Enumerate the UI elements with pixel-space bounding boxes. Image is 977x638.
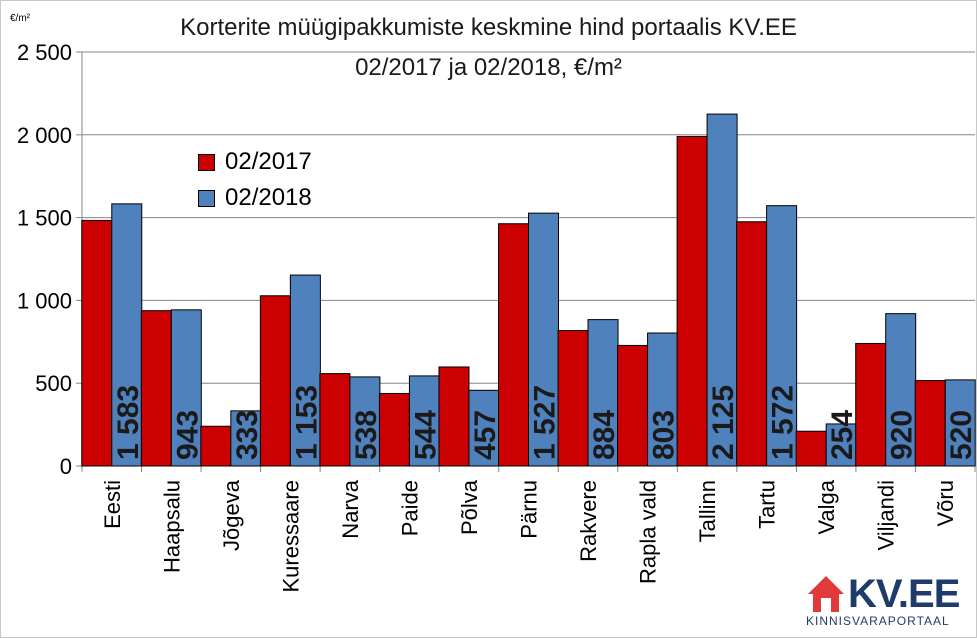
data-label-2018-valga: 254 — [826, 410, 859, 460]
chart-title-line-1: Korterite müügipakkumiste keskmine hind … — [180, 14, 797, 41]
data-label-2018-kuressaare: 1 153 — [290, 385, 323, 460]
legend-label-2018: 02/2018 — [225, 184, 312, 211]
y-tick-label: 0 — [60, 454, 72, 479]
bar-2017-viljandi — [855, 342, 887, 467]
bar-2017-tallinn — [676, 135, 708, 467]
bar-2017-haapsalu — [140, 310, 172, 467]
y-axis-unit-label: €/m² — [10, 13, 30, 24]
bar-2018-rapla-vald — [647, 332, 679, 467]
data-label-2018-viljandi: 920 — [886, 410, 919, 460]
bar-2018-rakvere — [587, 319, 619, 467]
y-tick-label: 1 500 — [17, 206, 72, 231]
bar-2018-võru — [944, 379, 976, 467]
data-label-2018-jõgeva: 333 — [231, 410, 264, 460]
bar-2017-paide — [378, 392, 410, 467]
bar-2018-paide — [408, 375, 440, 467]
x-category-label-pärnu: Pärnu — [517, 480, 542, 539]
y-tick-label: 1 000 — [17, 288, 72, 313]
data-label-2018-haapsalu: 943 — [171, 410, 204, 460]
legend-swatch-2018 — [198, 189, 215, 207]
bar-2018-viljandi — [885, 313, 917, 467]
x-category-label-tartu: Tartu — [755, 480, 780, 529]
bar-2018-pärnu — [528, 212, 559, 467]
bar-2017-eesti — [81, 219, 113, 467]
bar-2017-pärnu — [498, 223, 529, 467]
bar-2018-tartu — [766, 205, 798, 467]
data-label-2018-põlva: 457 — [469, 410, 502, 460]
bar-2017-rapla-vald — [617, 344, 649, 467]
bar-2017-põlva — [438, 366, 470, 467]
x-category-label-kuressaare: Kuressaare — [278, 480, 303, 593]
y-tick-label: 2 500 — [17, 40, 72, 65]
bar-2018-jõgeva — [230, 410, 262, 467]
chart-title-line-2: 02/2017 ja 02/2018, €/m² — [355, 54, 622, 81]
y-tick-label: 2 000 — [17, 123, 72, 148]
data-label-2018-tartu: 1 572 — [767, 385, 800, 460]
x-category-label-võru: Võru — [933, 480, 958, 526]
bar-2018-kuressaare — [289, 274, 321, 467]
x-category-label-eesti: Eesti — [100, 480, 125, 529]
data-label-2018-võru: 520 — [945, 410, 977, 460]
data-label-2018-rapla-vald: 803 — [648, 410, 681, 460]
legend-item-2018: 02/2018 — [198, 180, 312, 216]
bar-2017-jõgeva — [200, 425, 232, 467]
data-label-2018-paide: 544 — [409, 410, 442, 460]
bar-2017-kuressaare — [259, 295, 291, 467]
bar-2018-haapsalu — [170, 309, 202, 467]
x-category-label-valga: Valga — [814, 479, 839, 534]
data-label-2018-narva: 538 — [350, 410, 383, 460]
data-label-2018-pärnu: 1 527 — [529, 385, 562, 460]
bar-2017-narva — [319, 373, 351, 467]
bar-2017-valga — [795, 430, 827, 467]
x-category-label-tallinn: Tallinn — [695, 480, 720, 542]
bar-2017-tartu — [736, 221, 768, 467]
x-category-label-põlva: Põlva — [457, 479, 482, 535]
legend: 02/2017 02/2018 — [198, 144, 312, 216]
x-category-label-rapla-vald: Rapla vald — [636, 480, 661, 584]
data-label-2018-eesti: 1 583 — [112, 385, 145, 460]
x-category-label-paide: Paide — [397, 480, 422, 536]
bar-2018-eesti — [111, 203, 143, 467]
kv-ee-logo: KV.EE KINNISVARAPORTAAL — [806, 572, 966, 630]
data-label-2018-tallinn: 2 125 — [707, 385, 740, 460]
x-category-label-haapsalu: Haapsalu — [159, 480, 184, 573]
x-category-label-jõgeva: Jõgeva — [219, 479, 244, 551]
logo-sub-text: KINNISVARAPORTAAL — [806, 614, 950, 628]
x-category-label-viljandi: Viljandi — [874, 480, 899, 551]
x-category-label-rakvere: Rakvere — [576, 480, 601, 562]
bar-2017-võru — [914, 380, 946, 467]
legend-swatch-2017 — [198, 153, 215, 171]
x-category-label-narva: Narva — [338, 479, 363, 538]
bar-2018-valga — [825, 423, 857, 467]
legend-label-2017: 02/2017 — [225, 148, 312, 175]
legend-item-2017: 02/2017 — [198, 144, 312, 180]
y-tick-label: 500 — [35, 371, 72, 396]
bar-2018-põlva — [468, 389, 500, 467]
house-logo-icon — [808, 576, 844, 612]
bar-2017-rakvere — [557, 330, 589, 467]
data-label-2018-rakvere: 884 — [588, 410, 621, 460]
logo-main-text: KV.EE — [848, 572, 960, 616]
